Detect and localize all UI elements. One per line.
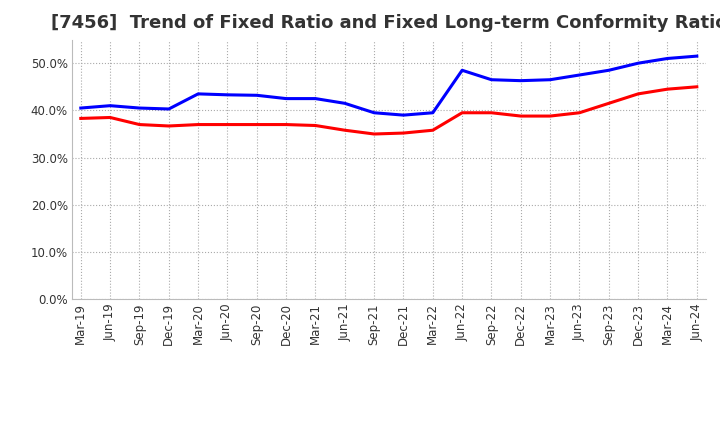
Fixed Long-term Conformity Ratio — [399, 130, 408, 136]
Fixed Long-term Conformity Ratio — [605, 101, 613, 106]
Fixed Long-term Conformity Ratio — [663, 87, 672, 92]
Fixed Long-term Conformity Ratio — [311, 123, 320, 128]
Fixed Ratio — [663, 56, 672, 61]
Fixed Long-term Conformity Ratio — [76, 116, 85, 121]
Fixed Long-term Conformity Ratio — [428, 128, 437, 133]
Title: [7456]  Trend of Fixed Ratio and Fixed Long-term Conformity Ratio: [7456] Trend of Fixed Ratio and Fixed Lo… — [50, 15, 720, 33]
Fixed Ratio — [135, 106, 144, 111]
Fixed Long-term Conformity Ratio — [546, 114, 554, 119]
Fixed Ratio — [575, 72, 584, 77]
Fixed Ratio — [106, 103, 114, 108]
Fixed Long-term Conformity Ratio — [164, 123, 173, 128]
Fixed Ratio — [693, 54, 701, 59]
Fixed Long-term Conformity Ratio — [253, 122, 261, 127]
Fixed Ratio — [223, 92, 232, 98]
Fixed Ratio — [428, 110, 437, 115]
Fixed Long-term Conformity Ratio — [458, 110, 467, 115]
Fixed Ratio — [76, 106, 85, 111]
Fixed Ratio — [341, 101, 349, 106]
Fixed Ratio — [546, 77, 554, 82]
Fixed Ratio — [605, 68, 613, 73]
Fixed Ratio — [487, 77, 496, 82]
Fixed Ratio — [399, 113, 408, 118]
Fixed Ratio — [282, 96, 290, 101]
Fixed Ratio — [164, 106, 173, 112]
Fixed Long-term Conformity Ratio — [693, 84, 701, 89]
Fixed Ratio — [516, 78, 525, 83]
Line: Fixed Ratio: Fixed Ratio — [81, 56, 697, 115]
Fixed Long-term Conformity Ratio — [282, 122, 290, 127]
Fixed Long-term Conformity Ratio — [487, 110, 496, 115]
Fixed Ratio — [458, 68, 467, 73]
Fixed Ratio — [370, 110, 379, 115]
Fixed Long-term Conformity Ratio — [135, 122, 144, 127]
Line: Fixed Long-term Conformity Ratio: Fixed Long-term Conformity Ratio — [81, 87, 697, 134]
Fixed Ratio — [311, 96, 320, 101]
Fixed Long-term Conformity Ratio — [575, 110, 584, 115]
Fixed Ratio — [194, 91, 202, 96]
Fixed Long-term Conformity Ratio — [194, 122, 202, 127]
Fixed Long-term Conformity Ratio — [634, 91, 642, 96]
Fixed Long-term Conformity Ratio — [516, 114, 525, 119]
Fixed Long-term Conformity Ratio — [341, 128, 349, 133]
Fixed Long-term Conformity Ratio — [370, 132, 379, 137]
Fixed Ratio — [253, 93, 261, 98]
Fixed Ratio — [634, 61, 642, 66]
Fixed Long-term Conformity Ratio — [223, 122, 232, 127]
Fixed Long-term Conformity Ratio — [106, 115, 114, 120]
